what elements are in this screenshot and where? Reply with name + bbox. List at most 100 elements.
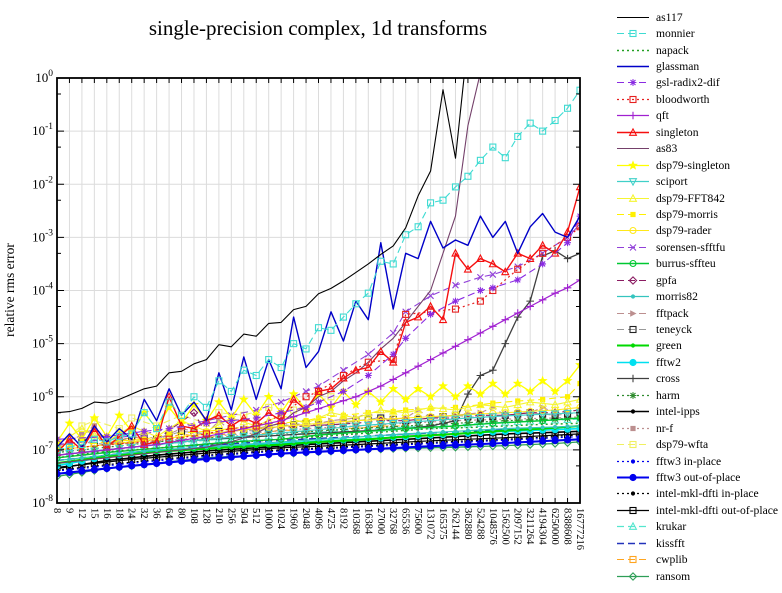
legend-label: gpfa xyxy=(656,273,677,287)
legend-asterisk-icon xyxy=(617,391,649,399)
x-tick-label: 165375 xyxy=(437,508,448,540)
x-tick-label: 12 xyxy=(76,508,87,519)
legend-item: intel-ipps xyxy=(616,404,782,420)
legend-x-icon xyxy=(617,243,649,251)
legend-item: dsp79-singleton xyxy=(616,157,782,173)
x-tick-label: 32768 xyxy=(387,508,398,534)
legend-item: as83 xyxy=(616,141,782,157)
chart-title: single-precision complex, 1d transforms xyxy=(149,16,487,40)
legend-item: harm xyxy=(616,387,782,403)
legend-open-triangle-up-icon xyxy=(617,127,649,136)
x-tick-label: 4194304 xyxy=(537,508,548,546)
x-tick-label: 108 xyxy=(188,508,199,524)
legend-item: dsp79-wfta xyxy=(616,436,782,452)
legend-filled-circle-big-icon xyxy=(617,473,649,482)
legend-open-square-icon xyxy=(617,95,649,103)
legend-item: intel-mkl-dfti in-place xyxy=(616,486,782,502)
legend-item: nr-f xyxy=(616,420,782,436)
legend-item: fftpack xyxy=(616,305,782,321)
y-tick-label: 100 xyxy=(35,69,53,85)
x-tick-label: 16 xyxy=(101,508,112,519)
legend-label: as117 xyxy=(656,10,683,24)
legend-open-circle-icon xyxy=(617,260,649,268)
legend-label: intel-mkl-dfti in-place xyxy=(656,487,759,501)
legend-item: kissfft xyxy=(616,535,782,551)
legend-none-icon xyxy=(617,65,649,68)
legend-label: burrus-sffteu xyxy=(656,257,716,271)
legend-filled-star-icon xyxy=(617,159,649,170)
x-tick-label: 64 xyxy=(163,508,174,519)
x-tick-label: 16384 xyxy=(362,508,373,535)
legend-label: nr-f xyxy=(656,421,674,435)
y-tick-label: 10-1 xyxy=(32,122,53,138)
legend-open-square-icon xyxy=(617,506,649,514)
legend-item: fftw3 out-of-place xyxy=(616,469,782,485)
x-tick-label: 2097152 xyxy=(512,508,523,545)
legend-item: dsp79-FFT842 xyxy=(616,190,782,206)
legend-label: kissfft xyxy=(656,536,685,550)
y-tick-label: 10-7 xyxy=(32,441,53,457)
x-tick-label: 80 xyxy=(176,508,187,519)
legend-none-icon xyxy=(617,16,649,18)
legend-label: krukar xyxy=(656,520,687,534)
x-tick-label: 256 xyxy=(225,508,236,524)
x-tick-label: 75600 xyxy=(412,508,423,534)
x-tick-label: 504 xyxy=(238,508,249,525)
legend-open-triangle-up-icon xyxy=(617,522,649,531)
legend-item: gpfa xyxy=(616,272,782,288)
legend-label: singleton xyxy=(656,125,699,139)
legend-open-square-icon xyxy=(617,30,649,38)
legend-label: cross xyxy=(656,372,680,386)
legend-item: fftw3 in-place xyxy=(616,453,782,469)
x-tick-label: 32 xyxy=(138,508,149,519)
legend-plus-icon xyxy=(617,112,649,120)
x-tick-label: 8192 xyxy=(337,508,348,529)
x-tick-label: 524288 xyxy=(474,508,485,540)
legend-open-square-icon xyxy=(617,325,649,334)
legend-label: as83 xyxy=(656,142,678,156)
legend-open-triangle-up-icon xyxy=(617,193,649,202)
x-tick-label: 131072 xyxy=(425,508,436,540)
legend-label: bloodworth xyxy=(656,92,710,106)
legend-item: burrus-sffteu xyxy=(616,256,782,272)
legend-filled-circle-big-icon xyxy=(617,358,649,367)
legend-item: teneyck xyxy=(616,321,782,337)
x-tick-label: 6250000 xyxy=(549,508,560,545)
x-tick-label: 16777216 xyxy=(574,508,585,550)
x-tick-label: 1000 xyxy=(263,508,274,529)
legend-label: qft xyxy=(656,109,669,123)
legend: as117 monnier napack glassman gsl-radix2-dif… xyxy=(616,9,782,584)
x-tick-label: 1960 xyxy=(288,508,299,529)
legend-open-square-icon xyxy=(617,556,649,564)
y-tick-label: 10-5 xyxy=(32,335,53,351)
legend-filled-square-icon xyxy=(617,425,649,431)
legend-item: fftw2 xyxy=(616,354,782,370)
legend-label: cwplib xyxy=(656,553,688,567)
x-tick-label: 1048576 xyxy=(487,508,498,545)
legend-label: intel-mkl-dfti out-of-place xyxy=(656,503,779,517)
y-tick-label: 10-6 xyxy=(32,388,53,404)
legend-item: dsp79-morris xyxy=(616,206,782,222)
legend-item: dsp79-rader xyxy=(616,223,782,239)
legend-item: intel-mkl-dfti out-of-place xyxy=(616,502,782,518)
legend-label: intel-ipps xyxy=(656,405,700,419)
x-tick-label: 65536 xyxy=(400,508,411,534)
x-tick-label: 18 xyxy=(113,508,124,519)
legend-open-circle-icon xyxy=(617,227,649,235)
legend-open-diamond-icon xyxy=(617,275,649,285)
legend-plus-icon xyxy=(617,375,649,383)
legend-item: morris82 xyxy=(616,288,782,304)
legend-filled-circle-small-icon xyxy=(617,491,649,497)
legend-label: dsp79-singleton xyxy=(656,158,731,172)
legend-label: harm xyxy=(656,388,680,402)
legend-label: morris82 xyxy=(656,290,698,304)
x-tick-label: 128 xyxy=(200,508,211,524)
y-tick-label: 10-8 xyxy=(32,494,53,510)
legend-item: bloodworth xyxy=(616,91,782,107)
x-tick-label: 36 xyxy=(151,508,162,519)
legend-filled-circle-small-icon xyxy=(617,409,649,414)
x-tick-label: 210 xyxy=(213,508,224,524)
legend-item: cross xyxy=(616,371,782,387)
legend-item: napack xyxy=(616,42,782,58)
